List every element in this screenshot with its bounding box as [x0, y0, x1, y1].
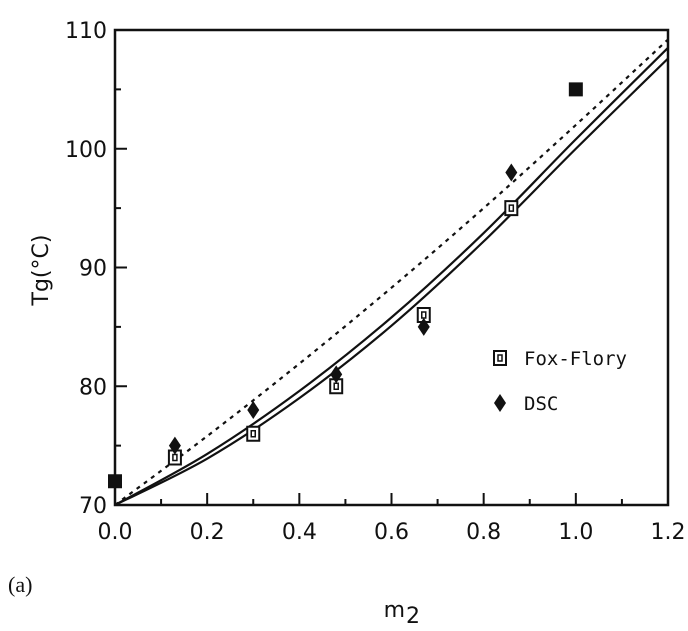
legend-marker-inner: [497, 354, 503, 362]
data-points: [108, 82, 583, 489]
x-tick-label: 1.2: [651, 520, 686, 545]
legend-marker: [494, 394, 506, 412]
x-tick-label: 0.8: [466, 520, 501, 545]
x-tick-label: 0.0: [98, 520, 133, 545]
plot-frame-rect: [113, 28, 670, 507]
dsc-point: [505, 163, 518, 182]
fit-curves: [114, 38, 669, 506]
solid-curve: [114, 57, 669, 506]
endpoint-square: [108, 474, 122, 489]
fox-flory-point-inner: [250, 430, 256, 438]
y-tick-label: 110: [65, 19, 107, 44]
y-axis: 70 80 90 100 110: [65, 19, 127, 519]
y-tick-label: 90: [79, 257, 107, 282]
legend-label: DSC: [524, 393, 558, 415]
dsc-point: [247, 401, 260, 419]
panel-label: (a): [8, 572, 32, 597]
solid-curve: [114, 47, 669, 506]
fox-flory-point-inner: [508, 204, 515, 212]
y-tick-label: 100: [65, 138, 107, 163]
fox-flory-point: [504, 200, 519, 217]
legend-label: Fox-Flory: [524, 348, 627, 370]
dotted-curve: [114, 38, 669, 506]
dsc-point: [417, 317, 430, 336]
endpoint-square: [568, 82, 583, 97]
y-tick-label: 80: [79, 375, 107, 400]
x-tick-label: 0.6: [374, 520, 409, 545]
dsc-point: [330, 365, 343, 384]
x-axis-label-subscript: 2: [406, 604, 420, 629]
dsc-point: [168, 436, 181, 455]
legend: Fox-Flory DSC: [493, 348, 627, 415]
x-tick-label: 0.4: [282, 520, 317, 545]
legend-marker: [493, 350, 507, 366]
fox-flory-point: [246, 425, 261, 442]
plot-frame: [113, 28, 670, 507]
x-tick-label: 0.2: [190, 520, 225, 545]
x-axis: 0.0 0.2 0.4 0.6 0.8 1.0 1.2: [98, 493, 686, 545]
x-tick-label: 1.0: [558, 520, 593, 545]
y-axis-label: Tg(°C): [29, 235, 54, 307]
y-tick-label: 70: [79, 494, 107, 519]
x-axis-label: m: [384, 598, 405, 623]
